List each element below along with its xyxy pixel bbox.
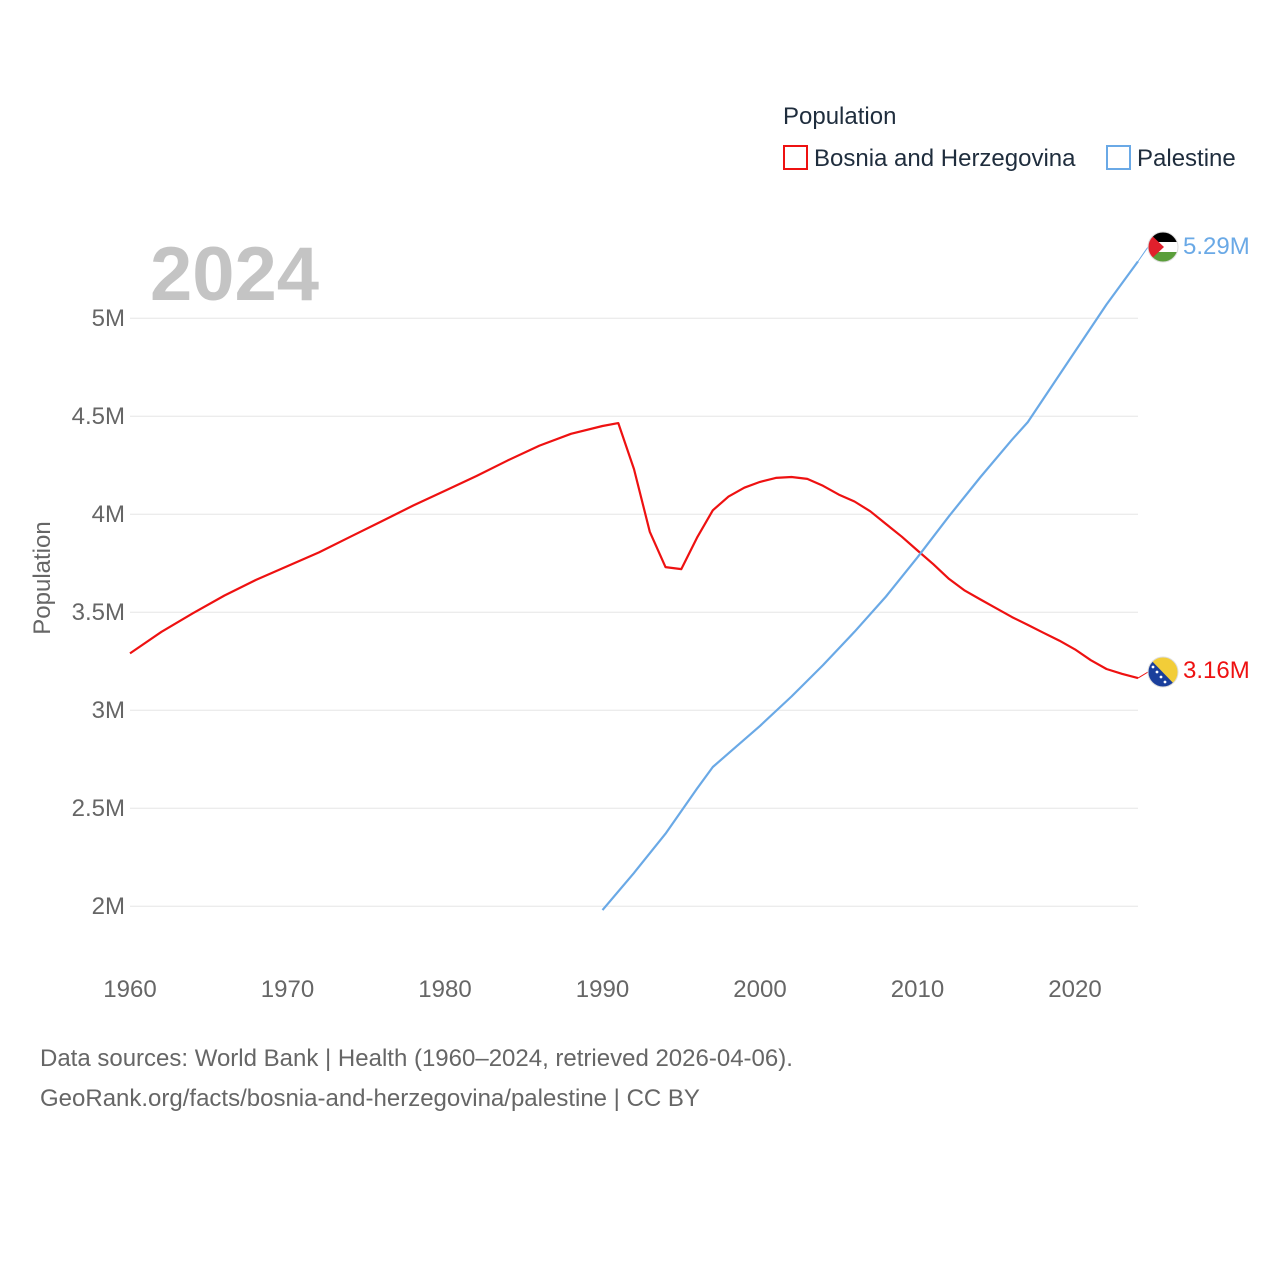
x-tick-label: 2010 — [891, 976, 944, 1003]
attribution-line: GeoRank.org/facts/bosnia-and-herzegovina… — [40, 1085, 700, 1112]
x-tick-label: 1970 — [261, 976, 314, 1003]
legend-item-palestine[interactable]: Palestine — [1106, 145, 1236, 172]
year-label: 2024 — [150, 232, 319, 317]
y-tick-label: 3M — [92, 697, 125, 724]
palestine-flag-icon — [1147, 231, 1179, 263]
x-tick-label: 1990 — [576, 976, 629, 1003]
series-line-bosnia — [129, 422, 1139, 680]
y-tick-label: 4M — [92, 501, 125, 528]
x-tick-label: 1980 — [418, 976, 471, 1003]
legend-label-bosnia: Bosnia and Herzegovina — [814, 145, 1076, 172]
series-connector-bosnia — [1137, 671, 1149, 679]
legend: Population Bosnia and Herzegovina Palest… — [783, 103, 1236, 172]
bosnia-flag-icon — [1147, 656, 1179, 688]
x-tick-label: 1960 — [103, 976, 156, 1003]
legend-swatch-palestine — [1106, 145, 1131, 170]
x-tick-label: 2000 — [733, 976, 786, 1003]
bosnia-end-value: 3.16M — [1183, 657, 1250, 684]
y-tick-label: 4.5M — [72, 403, 125, 430]
series-connector-palestine — [1137, 246, 1149, 262]
series-line-palestine — [601, 260, 1139, 911]
x-axis-tick-labels: 1960 1970 1980 1990 2000 2010 2020 — [103, 976, 1101, 1003]
y-axis-tick-labels: 2M 2.5M 3M 3.5M 4M 4.5M 5M — [72, 305, 125, 920]
legend-item-bosnia[interactable]: Bosnia and Herzegovina — [783, 145, 1076, 172]
data-source-line: Data sources: World Bank | Health (1960–… — [40, 1045, 793, 1072]
legend-label-palestine: Palestine — [1137, 145, 1236, 172]
y-tick-label: 2M — [92, 893, 125, 920]
legend-swatch-bosnia — [783, 145, 808, 170]
series-lines — [129, 246, 1149, 911]
y-tick-label: 2.5M — [72, 795, 125, 822]
legend-title: Population — [783, 103, 896, 130]
x-tick-label: 2020 — [1048, 976, 1101, 1003]
y-axis-title: Population — [29, 521, 56, 634]
y-tick-label: 3.5M — [72, 599, 125, 626]
palestine-end-value: 5.29M — [1183, 233, 1250, 260]
gridlines — [130, 317, 1138, 907]
y-tick-label: 5M — [92, 305, 125, 332]
